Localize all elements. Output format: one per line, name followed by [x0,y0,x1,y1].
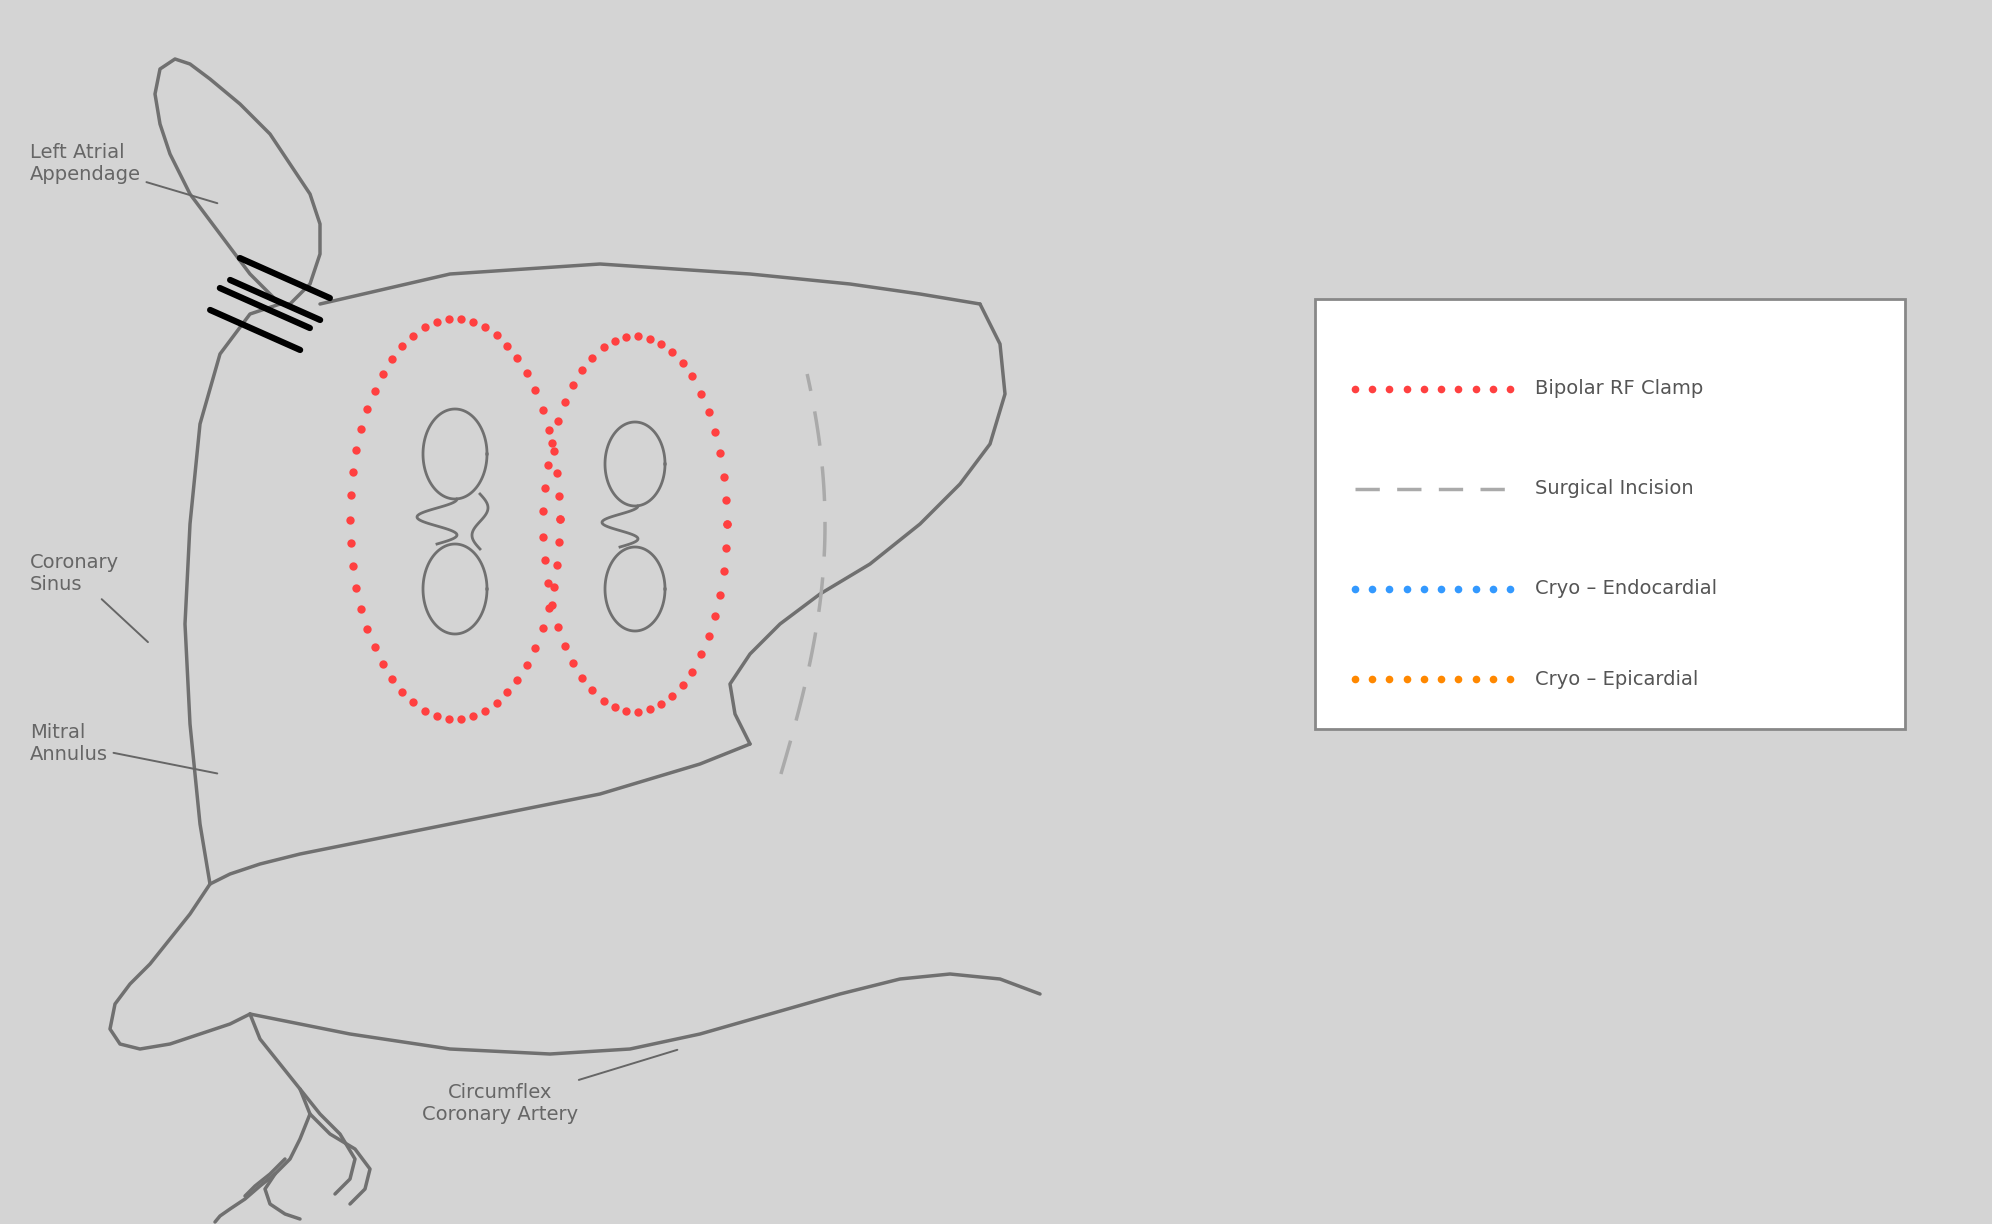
Text: Mitral
Annulus: Mitral Annulus [30,723,217,774]
Text: Coronary
Sinus: Coronary Sinus [30,553,147,643]
Text: Cryo – Endocardial: Cryo – Endocardial [1536,579,1717,599]
Text: Left Atrial
Appendage: Left Atrial Appendage [30,143,217,203]
Text: Bipolar RF Clamp: Bipolar RF Clamp [1536,379,1703,399]
Text: Surgical Incision: Surgical Incision [1536,480,1693,498]
FancyBboxPatch shape [1315,299,1904,730]
Text: Cryo – Epicardial: Cryo – Epicardial [1536,670,1699,688]
Text: Circumflex
Coronary Artery: Circumflex Coronary Artery [422,1050,677,1125]
